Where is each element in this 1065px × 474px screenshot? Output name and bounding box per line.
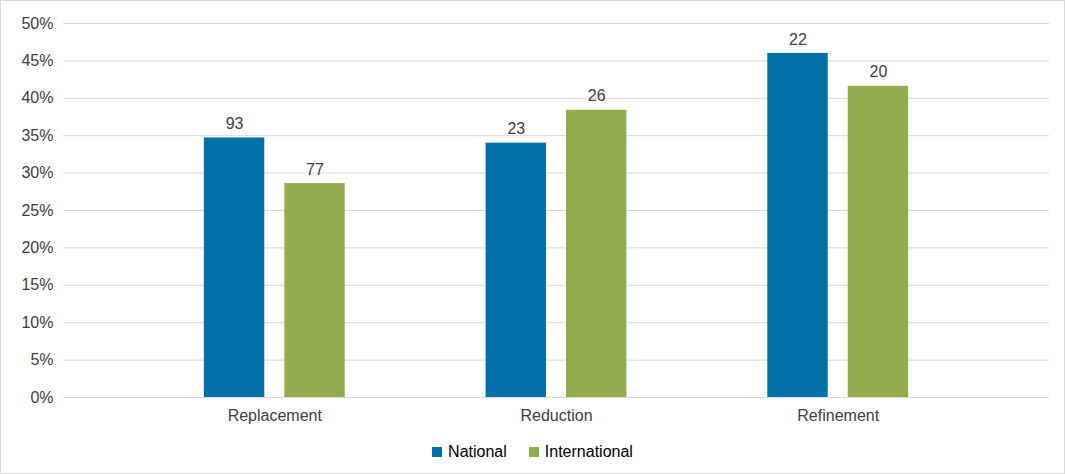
svg-text:0%: 0%	[30, 389, 53, 406]
svg-text:77: 77	[306, 161, 324, 178]
svg-text:22: 22	[789, 31, 807, 48]
svg-text:Reduction: Reduction	[520, 407, 592, 424]
svg-text:Replacement: Replacement	[228, 407, 323, 424]
svg-text:25%: 25%	[21, 202, 53, 219]
svg-text:23: 23	[507, 120, 525, 137]
svg-text:5%: 5%	[30, 351, 53, 368]
html-text:International: International	[544, 443, 633, 460]
svg-text:40%: 40%	[21, 89, 53, 106]
svg-text:45%: 45%	[21, 52, 53, 69]
svg-text:50%: 50%	[21, 15, 53, 32]
svg-text:Refinement: Refinement	[797, 407, 879, 424]
svg-text:93: 93	[226, 115, 244, 132]
svg-text:26: 26	[588, 87, 606, 104]
svg-text:20: 20	[870, 63, 888, 80]
html-text:National: National	[448, 443, 507, 460]
svg-text:35%: 35%	[21, 127, 53, 144]
svg-text:30%: 30%	[21, 164, 53, 181]
svg-text:15%: 15%	[21, 276, 53, 293]
svg-text:10%: 10%	[21, 314, 53, 331]
svg-text:20%: 20%	[21, 239, 53, 256]
